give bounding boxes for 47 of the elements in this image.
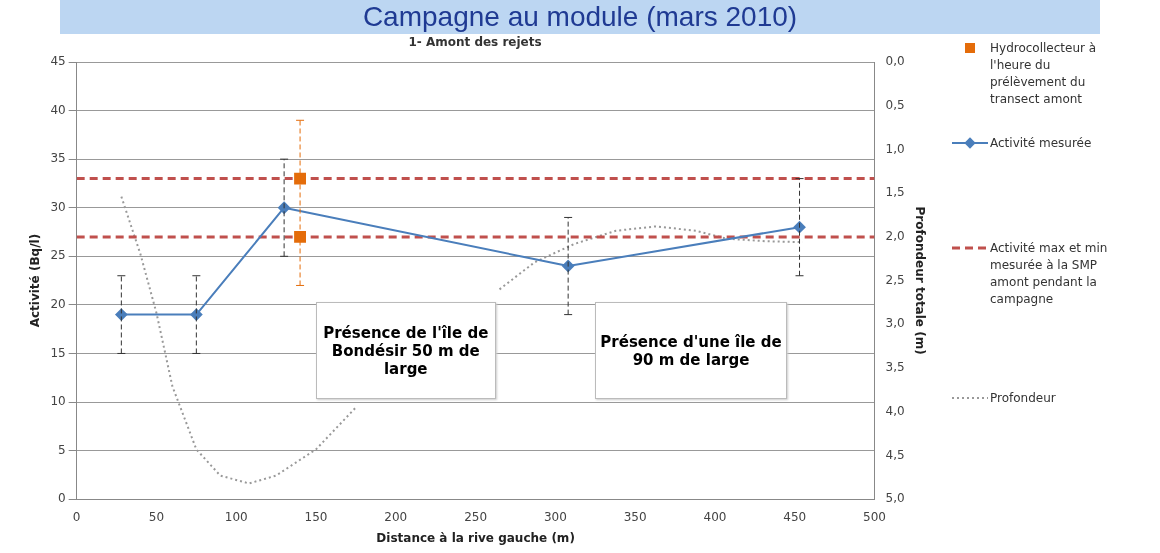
x-tick-label: 0 [72, 509, 81, 524]
point [294, 172, 307, 185]
chart-subtitle: 1- Amont des rejets [407, 35, 543, 49]
y2-tick-label: 5,0 [885, 491, 905, 506]
y2-tick-label: 0,0 [885, 54, 905, 69]
y-tick-label: 10 [50, 394, 66, 409]
x-tick-label: 150 [304, 509, 328, 524]
chart-title: Campagne au module (mars 2010) [60, 0, 1100, 34]
y-tick-label: 25 [50, 248, 66, 263]
legend-label: Profondeur [990, 390, 1057, 407]
y2-tick-label: 0,5 [885, 97, 905, 112]
x-tick-label: 500 [863, 509, 886, 524]
y-tick-label: 40 [50, 102, 66, 117]
y2-tick-label: 3,0 [885, 316, 905, 331]
y2-tick-label: 4,5 [885, 447, 905, 462]
x-tick-label: 100 [224, 509, 248, 524]
y-tick-label: 35 [50, 151, 66, 166]
legend-label: Hydrocollecteur à l'heure du prélèvement du transect amont [990, 40, 1098, 108]
y-tick-label: 0 [58, 491, 66, 506]
point [115, 308, 128, 321]
x-tick-label: 450 [783, 509, 807, 524]
y2-tick-label: 2,5 [885, 272, 905, 287]
y2-tick-label: 4,0 [885, 403, 905, 418]
y-tick-label: 45 [50, 54, 66, 69]
x-tick-label: 400 [703, 509, 727, 524]
y2-tick-label: 2,0 [885, 229, 905, 244]
y2-tick-label: 3,5 [885, 360, 905, 375]
y-tick-label: 20 [50, 297, 66, 312]
y2-tick-label: 1,5 [885, 185, 905, 200]
point [294, 230, 307, 243]
legend-label: Activité max et min mesurée à la SMP amont pendant la campagne [990, 240, 1109, 308]
text-box: Présence de l'île de Bondésir 50 m de large [316, 302, 496, 399]
x-tick-label: 250 [464, 509, 488, 524]
y-tick-label: 15 [50, 345, 66, 360]
y-tick-label: 30 [50, 199, 66, 214]
text-box: Présence d'une île de 90 m de large [595, 302, 787, 399]
legend-label: Activité mesurée [990, 135, 1093, 152]
y-tick-label: 5 [58, 442, 66, 457]
x-axis-title: Distance à la rive gauche (m) [376, 530, 575, 545]
x-tick-label: 350 [623, 509, 647, 524]
y2-axis-title: Profondeur totale (m) [912, 206, 927, 355]
x-tick-label: 50 [148, 509, 165, 524]
point [190, 308, 203, 321]
x-tick-label: 200 [384, 509, 408, 524]
y2-tick-label: 1,0 [885, 141, 905, 156]
y-axis-title: Activité (Bq/l) [28, 233, 43, 328]
x-tick-label: 300 [543, 509, 567, 524]
